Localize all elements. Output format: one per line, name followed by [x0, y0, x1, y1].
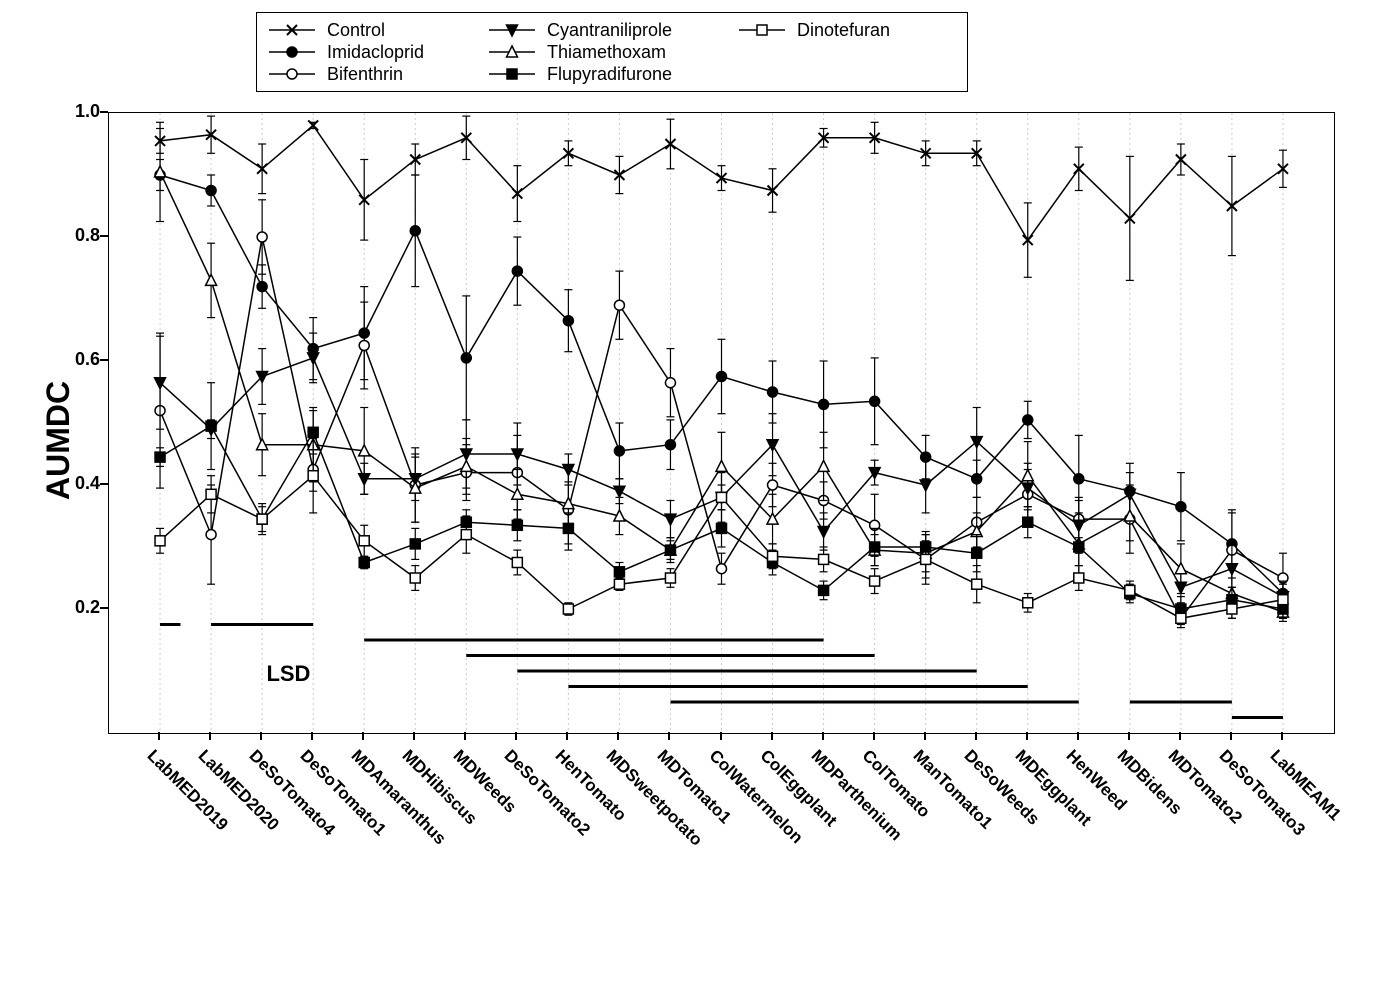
lsd-label: LSD [266, 661, 310, 687]
legend-box: Control Cyantraniliprole Dinotefuran Imidac… [256, 12, 968, 92]
legend-label: Bifenthrin [327, 64, 487, 85]
legend-symbol [737, 19, 797, 41]
legend-label: Dinotefuran [797, 20, 957, 41]
legend-label: Control [327, 20, 487, 41]
legend-symbol [267, 19, 327, 41]
legend-label: Imidacloprid [327, 42, 487, 63]
legend-symbol [487, 19, 547, 41]
y-tick-label: 0.8 [50, 225, 100, 246]
chart-container: Control Cyantraniliprole Dinotefuran Imidac… [0, 0, 1379, 987]
x-tick-label: DeSoTomato2 [500, 746, 594, 840]
legend-label: Thiamethoxam [547, 42, 737, 63]
legend-symbol [487, 41, 547, 63]
y-tick-label: 0.6 [50, 349, 100, 370]
legend-label: Cyantraniliprole [547, 20, 737, 41]
legend-symbol [267, 63, 327, 85]
x-tick-label: MDParthenium [806, 746, 905, 845]
legend-symbol [737, 63, 797, 85]
legend-symbol [737, 41, 797, 63]
y-tick-label: 0.2 [50, 597, 100, 618]
plot-svg [109, 113, 1334, 733]
legend-label: Flupyradifurone [547, 64, 737, 85]
y-tick-label: 1.0 [50, 101, 100, 122]
y-tick-label: 0.4 [50, 473, 100, 494]
legend-symbol [487, 63, 547, 85]
plot-area [108, 112, 1335, 734]
x-tick-label: ColWatermelon [704, 746, 806, 848]
legend-symbol [267, 41, 327, 63]
